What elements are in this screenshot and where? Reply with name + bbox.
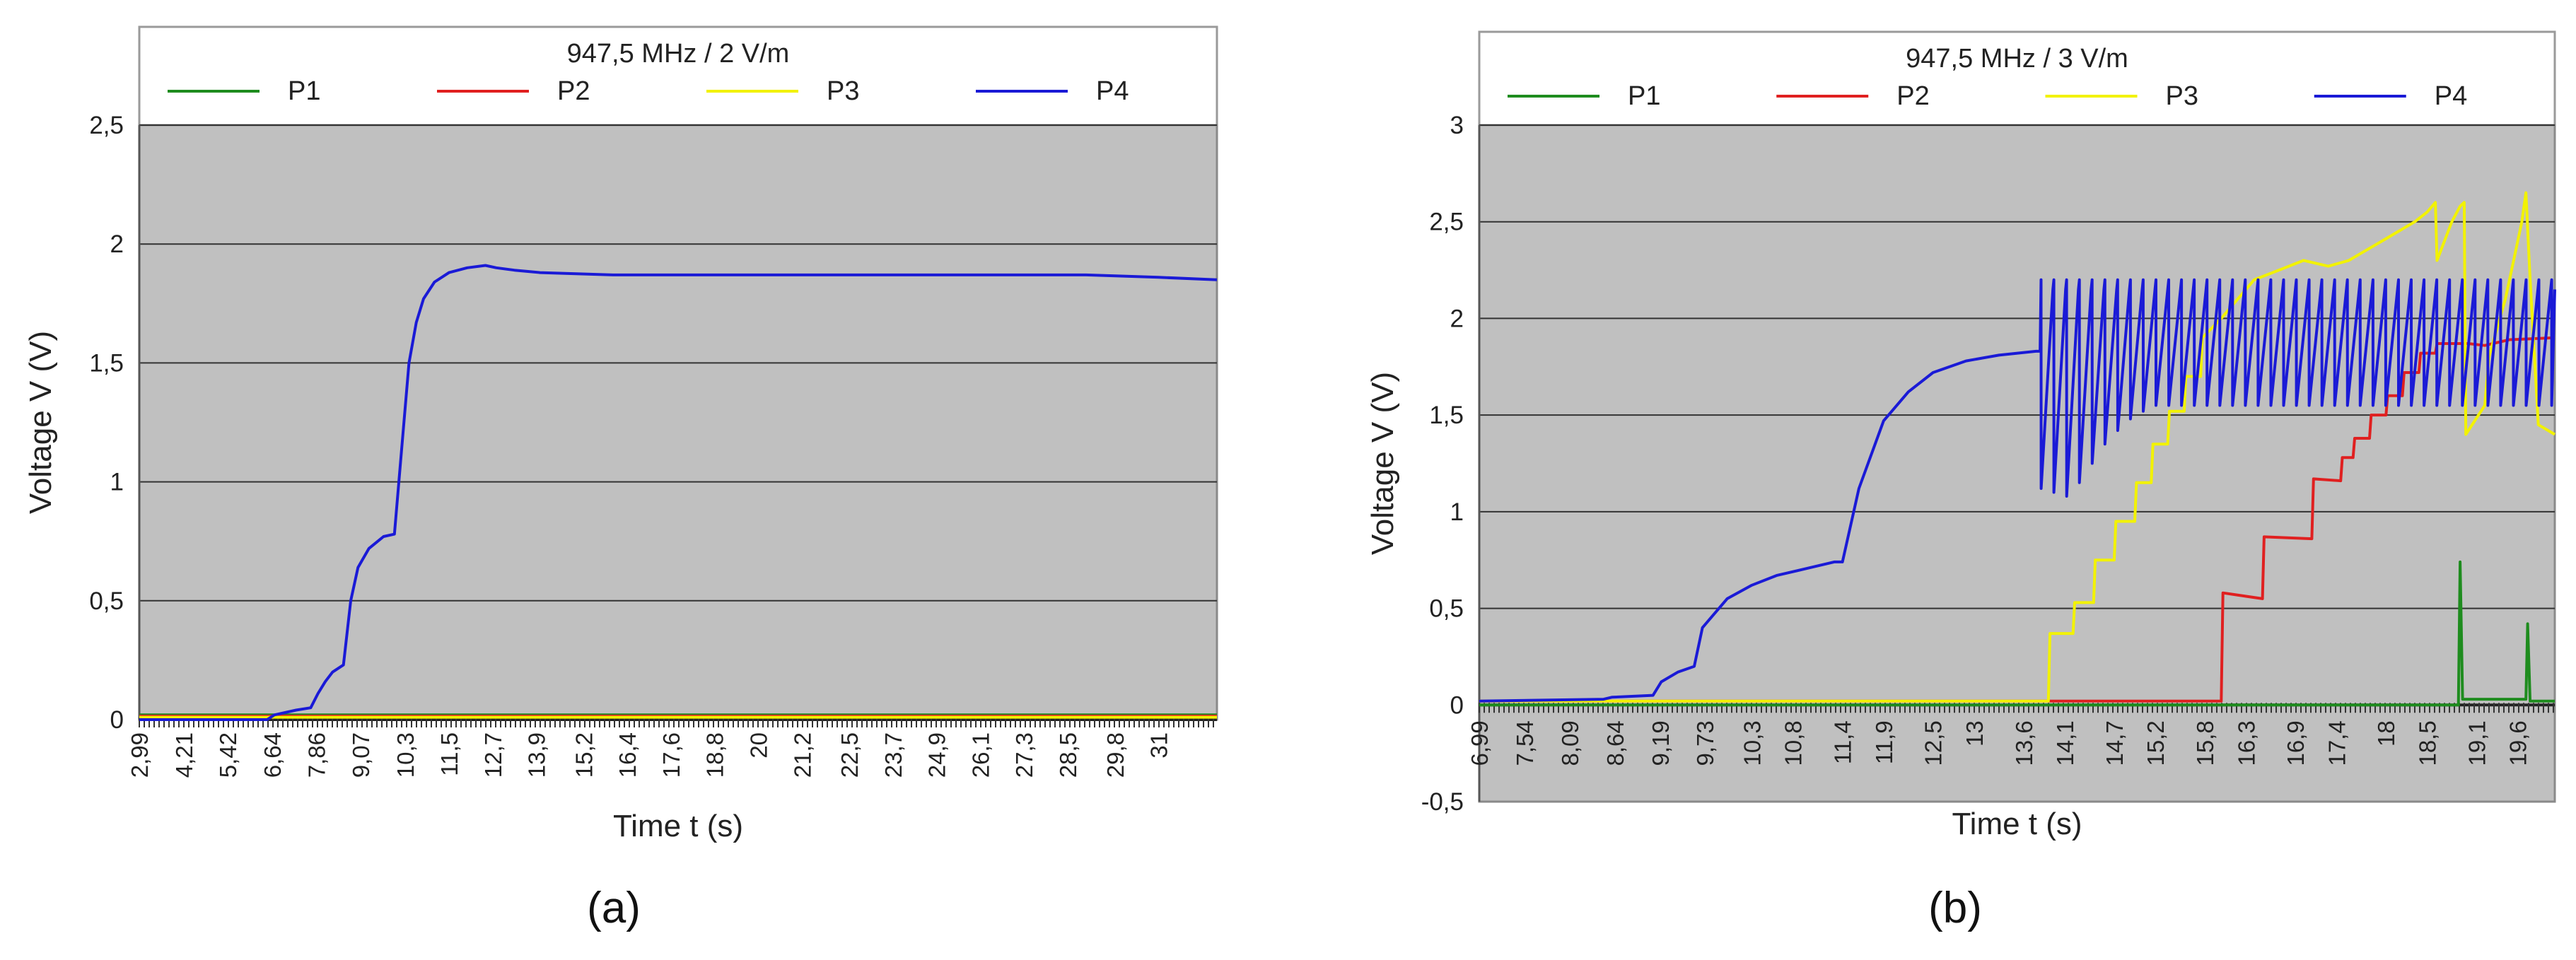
plot-area bbox=[138, 124, 1218, 721]
legend-label-p3: P3 bbox=[827, 76, 859, 106]
x-tick-label: 13,6 bbox=[2011, 720, 2037, 766]
legend-label-p1: P1 bbox=[1628, 81, 1660, 111]
y-tick-label: 2 bbox=[110, 230, 124, 258]
x-tick-label: 19,1 bbox=[2464, 720, 2490, 766]
x-tick-label: 19,6 bbox=[2505, 720, 2531, 766]
x-axis-title: Time t (s) bbox=[613, 809, 743, 843]
x-tick-label: 24,9 bbox=[924, 732, 950, 778]
series-line-p4 bbox=[139, 264, 1218, 721]
chart-header-box bbox=[1478, 30, 2556, 127]
x-tick-label: 29,8 bbox=[1102, 732, 1129, 778]
legend-label-p2: P2 bbox=[557, 76, 590, 106]
x-tick-label: 17,4 bbox=[2324, 720, 2350, 766]
x-tick-label: 16,9 bbox=[2283, 720, 2309, 766]
chart-b: 947,5 MHz / 3 V/m P1 P2 P3 P4 -0,5 0 0,5 1 1,5 2 2,… bbox=[1365, 30, 2556, 932]
x-tick-label: 10,3 bbox=[392, 732, 419, 778]
x-tick-label: 10,3 bbox=[1739, 720, 1765, 766]
x-tick-label: 12,5 bbox=[1921, 720, 1947, 766]
y-tick-label: 0 bbox=[110, 706, 124, 734]
x-tick-label: 11,5 bbox=[436, 732, 462, 776]
x-tick-label: 21,2 bbox=[789, 732, 815, 778]
legend-label-p1: P1 bbox=[288, 76, 320, 106]
chart-header-box bbox=[138, 25, 1218, 127]
x-tick-label: 31 bbox=[1146, 732, 1172, 759]
x-tick-label: 16,4 bbox=[614, 732, 641, 778]
x-tick-label: 8,64 bbox=[1602, 720, 1628, 766]
chart-title: 947,5 MHz / 2 V/m bbox=[567, 39, 790, 69]
legend-label-p4: P4 bbox=[1096, 76, 1129, 106]
legend-label-p2: P2 bbox=[1896, 81, 1929, 111]
y-tick-label: 2 bbox=[1450, 305, 1464, 332]
y-axis-title: Voltage V (V) bbox=[1365, 372, 1400, 555]
x-tick-label: 26,1 bbox=[967, 732, 993, 778]
x-minor-ticks bbox=[139, 718, 1214, 727]
y-tick-label: 1,5 bbox=[89, 349, 124, 377]
panel-label: (b) bbox=[1928, 884, 1982, 932]
x-axis-title: Time t (s) bbox=[1952, 807, 2082, 841]
chart-title: 947,5 MHz / 3 V/m bbox=[1906, 44, 2128, 74]
x-tick-label: 14,7 bbox=[2102, 720, 2128, 766]
y-tick-label: 0 bbox=[1450, 691, 1464, 719]
y-tick-label: -0,5 bbox=[1421, 788, 1464, 816]
series-line-p1 bbox=[1479, 560, 2555, 707]
x-tick-label: 18,8 bbox=[702, 732, 728, 778]
y-tick-label: 1,5 bbox=[1429, 402, 1464, 429]
legend-label-p3: P3 bbox=[2166, 81, 2198, 111]
x-tick-label: 7,54 bbox=[1512, 720, 1538, 766]
x-tick-label: 14,1 bbox=[2052, 720, 2078, 766]
panel-label: (a) bbox=[587, 884, 641, 932]
x-tick-label: 15,2 bbox=[2143, 720, 2169, 766]
x-tick-label: 6,99 bbox=[1467, 720, 1493, 766]
x-tick-label: 18 bbox=[2373, 720, 2399, 747]
series-line-p4 bbox=[1479, 278, 2556, 703]
y-tick-label: 3 bbox=[1450, 112, 1464, 139]
x-tick-label: 23,7 bbox=[880, 732, 907, 778]
x-tick-label: 17,6 bbox=[658, 732, 684, 778]
x-tick-label: 11,4 bbox=[1830, 720, 1856, 764]
x-tick-label: 15,8 bbox=[2192, 720, 2218, 766]
x-tick-label: 6,64 bbox=[260, 732, 286, 778]
legend-label-p4: P4 bbox=[2435, 81, 2467, 111]
chart-a: 947,5 MHz / 2 V/mP1 P2 P3 P400,511,522,52,9… bbox=[23, 25, 1218, 932]
x-tick-label: 7,86 bbox=[304, 732, 330, 778]
x-tick-label: 9,73 bbox=[1692, 720, 1718, 766]
y-tick-label: 0,5 bbox=[1429, 595, 1464, 623]
x-tick-label: 16,3 bbox=[2233, 720, 2259, 766]
x-tick-label: 9,19 bbox=[1648, 720, 1674, 766]
x-tick-label: 9,07 bbox=[348, 732, 374, 778]
x-tick-label: 10,8 bbox=[1781, 720, 1807, 766]
x-tick-label: 28,5 bbox=[1055, 732, 1081, 778]
x-tick-label: 13,9 bbox=[524, 732, 550, 778]
y-tick-label: 1 bbox=[1450, 498, 1464, 526]
x-tick-label: 5,42 bbox=[215, 732, 241, 778]
x-tick-label: 27,3 bbox=[1011, 732, 1037, 778]
x-tick-label: 2,99 bbox=[127, 732, 153, 778]
x-tick-label: 12,7 bbox=[480, 732, 506, 778]
y-tick-label: 2,5 bbox=[1429, 209, 1464, 236]
y-tick-label: 2,5 bbox=[89, 112, 124, 139]
x-tick-label: 4,21 bbox=[171, 732, 197, 778]
y-tick-label: 1 bbox=[110, 469, 124, 496]
x-tick-label: 13 bbox=[1962, 720, 1988, 747]
x-tick-label: 20 bbox=[745, 732, 771, 759]
y-tick-label: 0,5 bbox=[89, 587, 124, 615]
x-tick-label: 15,2 bbox=[571, 732, 597, 778]
y-axis-title: Voltage V (V) bbox=[23, 331, 58, 514]
x-tick-label: 22,5 bbox=[837, 732, 863, 778]
x-tick-label: 11,9 bbox=[1871, 720, 1897, 764]
x-tick-label: 8,09 bbox=[1557, 720, 1583, 766]
x-tick-label: 18,5 bbox=[2414, 720, 2440, 766]
